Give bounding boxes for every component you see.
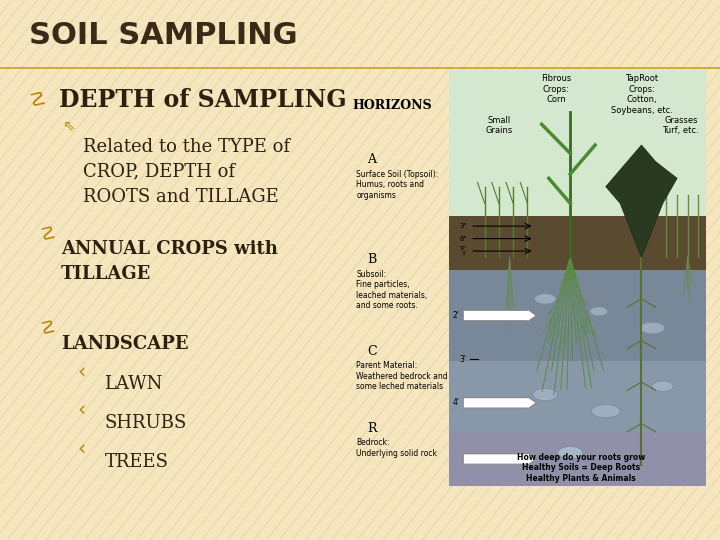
Bar bbox=[449, 361, 706, 432]
Text: SHRUBS: SHRUBS bbox=[104, 414, 186, 432]
Text: R: R bbox=[367, 422, 377, 435]
Text: ⇖: ⇖ bbox=[63, 119, 76, 134]
Text: ‹: ‹ bbox=[77, 361, 86, 381]
Text: Grasses
Turf, etc.: Grasses Turf, etc. bbox=[662, 116, 698, 136]
Text: ANNUAL CROPS with
TILLAGE: ANNUAL CROPS with TILLAGE bbox=[61, 240, 278, 284]
Text: 6": 6" bbox=[459, 235, 467, 241]
Ellipse shape bbox=[639, 322, 665, 334]
FancyArrow shape bbox=[463, 396, 536, 409]
Text: TREES: TREES bbox=[104, 453, 168, 471]
Ellipse shape bbox=[533, 388, 558, 401]
Bar bbox=[449, 270, 706, 361]
Text: ‹: ‹ bbox=[77, 438, 86, 459]
Text: 3': 3' bbox=[460, 355, 467, 363]
Text: LANDSCAPE: LANDSCAPE bbox=[61, 335, 189, 353]
Text: How deep do your roots grow
Healthy Soils = Deep Roots
Healthy Plants & Animals: How deep do your roots grow Healthy Soil… bbox=[517, 453, 645, 483]
Text: C: C bbox=[367, 345, 377, 357]
Bar bbox=[449, 215, 706, 270]
Text: DEPTH of SAMPLING: DEPTH of SAMPLING bbox=[59, 88, 346, 112]
Text: Surface Soil (Topsoil):
Humus, roots and
organisms: Surface Soil (Topsoil): Humus, roots and… bbox=[356, 170, 438, 200]
Polygon shape bbox=[606, 145, 677, 257]
Bar bbox=[449, 70, 706, 215]
Bar bbox=[449, 432, 706, 486]
Text: ☡: ☡ bbox=[40, 226, 55, 244]
Text: Parent Material:
Weathered bedrock and
some leched materials: Parent Material: Weathered bedrock and s… bbox=[356, 361, 448, 391]
Text: B: B bbox=[367, 253, 377, 266]
Text: SOIL SAMPLING: SOIL SAMPLING bbox=[29, 21, 297, 50]
Text: A: A bbox=[367, 153, 376, 166]
Text: ☡: ☡ bbox=[40, 320, 55, 339]
Text: Bedrock:
Underlying solid rock: Bedrock: Underlying solid rock bbox=[356, 438, 437, 457]
Text: Subsoil:
Fine particles,
leached materials,
and some roots.: Subsoil: Fine particles, leached materia… bbox=[356, 270, 428, 310]
Ellipse shape bbox=[592, 404, 620, 418]
Text: TapRoot
Crops:
Cotton,
Soybeans, etc.: TapRoot Crops: Cotton, Soybeans, etc. bbox=[611, 75, 672, 114]
Text: Related to the TYPE of
CROP, DEPTH of
ROOTS and TILLAGE: Related to the TYPE of CROP, DEPTH of RO… bbox=[83, 138, 289, 206]
Ellipse shape bbox=[652, 381, 673, 391]
FancyArrow shape bbox=[463, 309, 536, 322]
Text: Small
Grains: Small Grains bbox=[485, 116, 513, 136]
Ellipse shape bbox=[558, 447, 582, 459]
Text: Fibrous
Crops:
Corn: Fibrous Crops: Corn bbox=[541, 75, 571, 104]
FancyArrow shape bbox=[463, 453, 536, 465]
Text: ‹: ‹ bbox=[77, 400, 86, 420]
Text: HORIZONS: HORIZONS bbox=[353, 99, 433, 112]
Text: 3": 3" bbox=[459, 223, 467, 229]
Ellipse shape bbox=[534, 294, 556, 304]
Text: 4': 4' bbox=[453, 399, 459, 407]
Text: LAWN: LAWN bbox=[104, 375, 163, 393]
Ellipse shape bbox=[590, 307, 608, 316]
Text: ☡: ☡ bbox=[29, 90, 46, 110]
Text: 2': 2' bbox=[453, 311, 459, 320]
Text: 9"
1': 9" 1' bbox=[460, 246, 467, 256]
